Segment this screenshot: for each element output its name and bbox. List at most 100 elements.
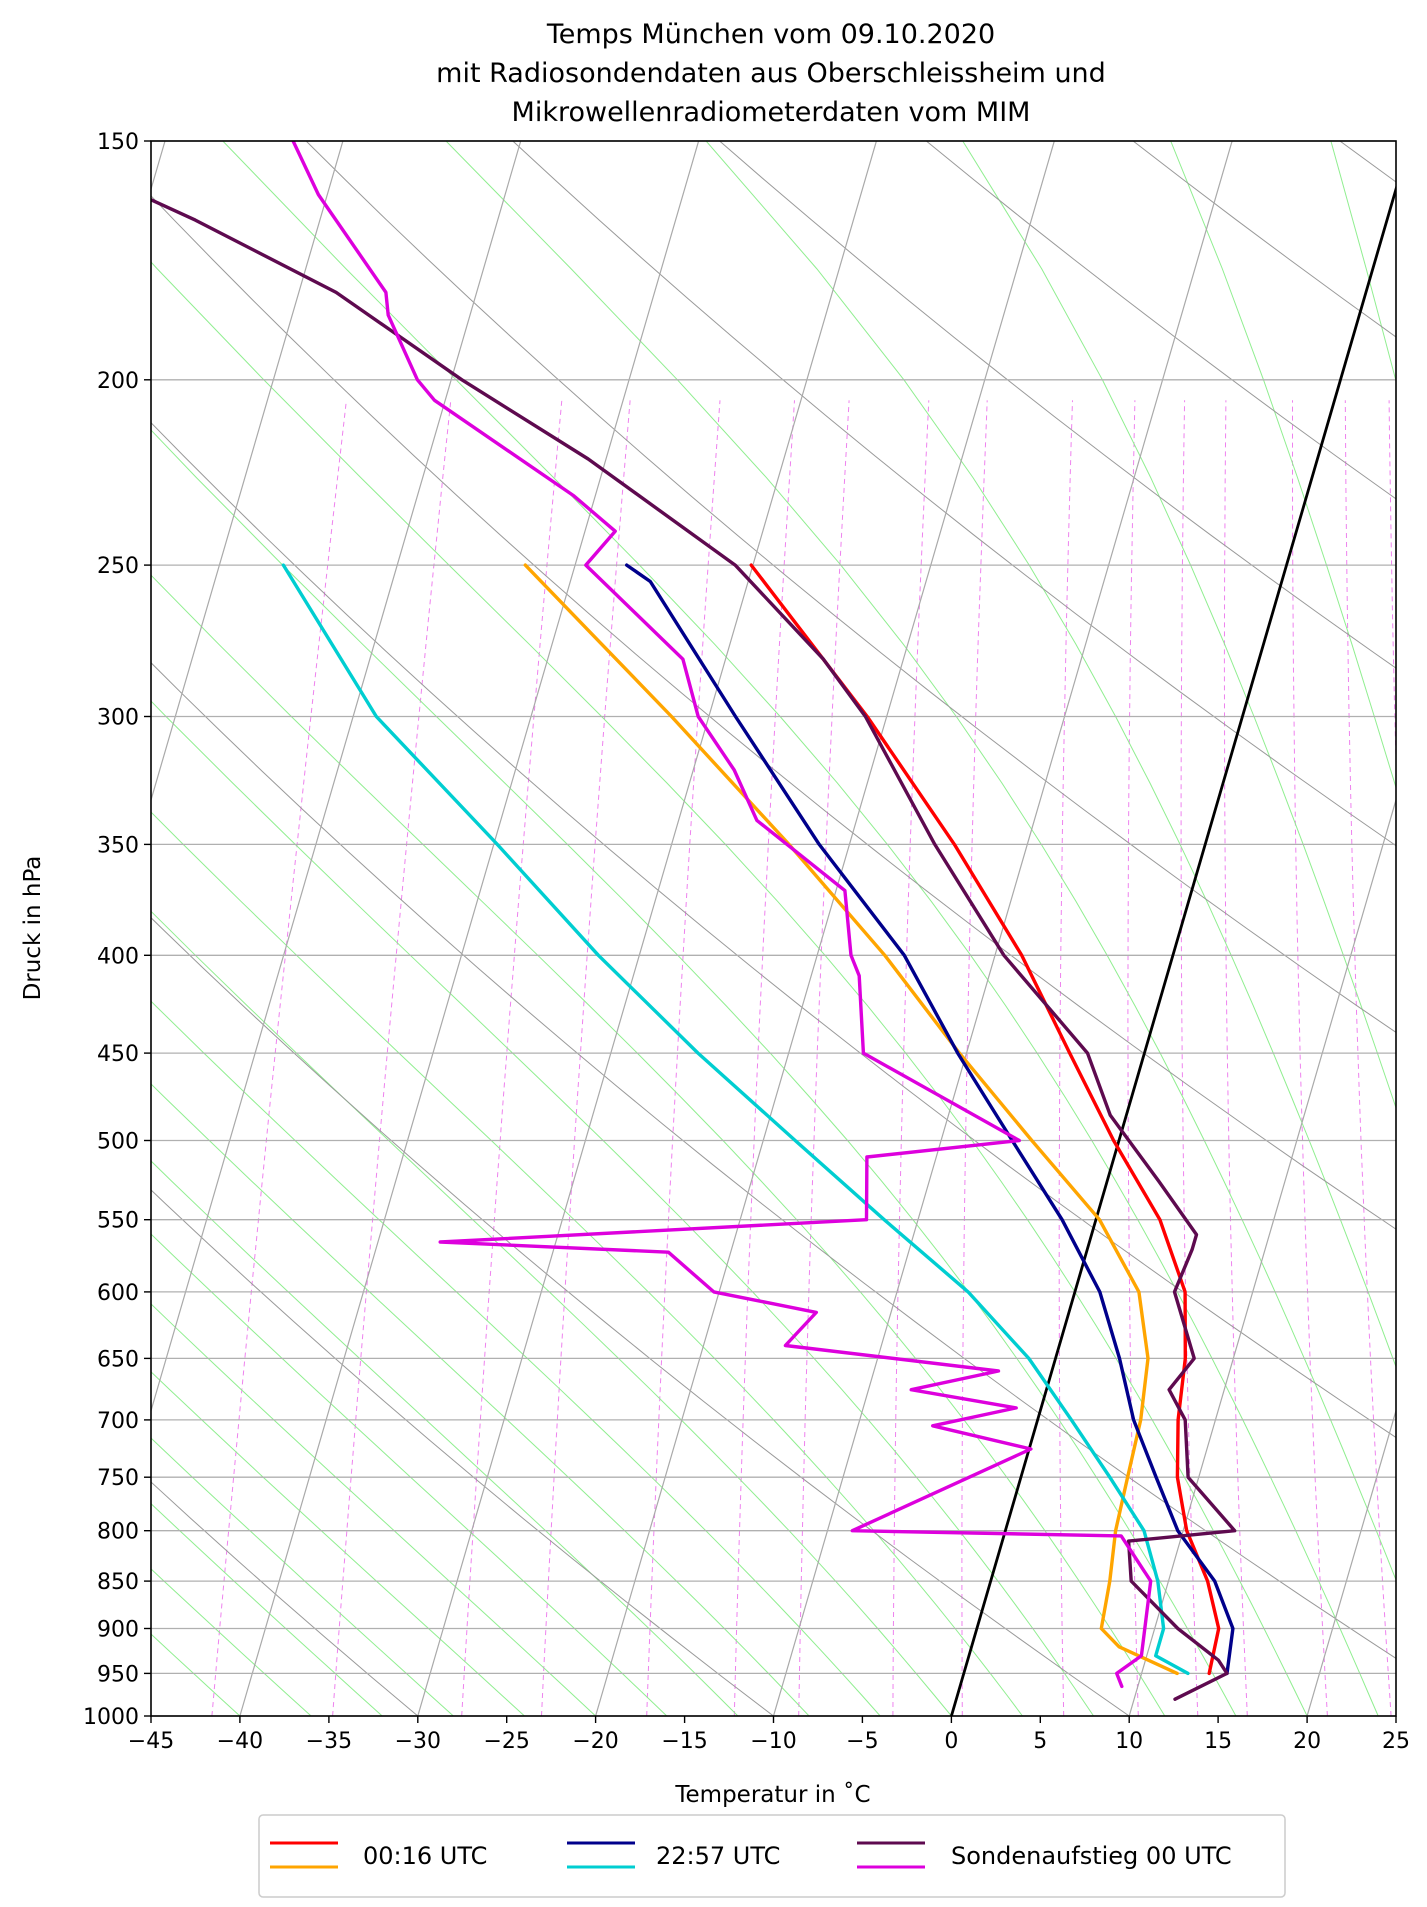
moist-adiabat <box>705 141 1396 1369</box>
moist-adiabat <box>151 1371 525 1716</box>
y-tick-label: 800 <box>97 1520 139 1545</box>
mixing-ratio-line <box>461 400 563 1716</box>
x-tick-label: −15 <box>661 1729 707 1754</box>
isotherm-line <box>151 141 522 1413</box>
legend-label-00-16-utc: 00:16 UTC <box>363 1842 487 1870</box>
x-tick-label: 15 <box>1204 1729 1232 1754</box>
isotherm-line <box>151 141 344 803</box>
y-tick-label: 550 <box>97 1209 139 1234</box>
legend-label-sondenaufstieg: Sondenaufstieg 00 UTC <box>951 1842 1232 1870</box>
dry-adiabat <box>305 141 1396 1033</box>
moist-adiabat <box>962 141 1396 1110</box>
dry-adiabat <box>151 917 1130 1716</box>
mixing-ratio-line <box>892 400 930 1716</box>
legend: 00:16 UTC 22:57 UTC Sondenaufstieg 00 UT… <box>258 1814 1286 1898</box>
dry-adiabat <box>151 1189 774 1716</box>
y-tick-label: 650 <box>97 1347 139 1372</box>
mixing-ratio-line <box>646 400 721 1716</box>
mixing-ratio-line <box>1223 400 1248 1716</box>
legend-entry-00-16-utc: 00:16 UTC <box>270 1841 487 1870</box>
series-line-4 <box>281 563 1190 1676</box>
y-tick-label: 400 <box>97 944 139 969</box>
y-tick-label: 250 <box>97 554 139 579</box>
isotherm-line <box>0 84 4 1757</box>
mixing-ratio-line <box>1058 400 1073 1716</box>
dry-adiabat <box>151 421 1396 1439</box>
mixing-ratio-line <box>733 400 795 1716</box>
x-tick-label: −20 <box>572 1729 618 1754</box>
y-tick-label: 900 <box>97 1618 139 1643</box>
mixing-ratio-line <box>1180 400 1199 1716</box>
legend-box <box>258 1814 1286 1898</box>
mixing-ratio-line <box>1388 400 1396 777</box>
series-line-3 <box>625 563 1235 1676</box>
moist-adiabat <box>1330 141 1396 383</box>
y-tick-label: 500 <box>97 1130 139 1155</box>
x-tick-label: 10 <box>1115 1729 1143 1754</box>
legend-entry-sondenaufstieg: Sondenaufstieg 00 UTC <box>857 1841 1232 1870</box>
series-line-6 <box>291 141 1153 1689</box>
moist-adiabat <box>151 1568 312 1716</box>
chart-title-line-1: Temps München vom 09.10.2020 <box>546 19 995 50</box>
x-tick-label: −30 <box>395 1729 441 1754</box>
x-tick-label: −45 <box>128 1729 174 1754</box>
moist-adiabat <box>151 1303 596 1716</box>
moist-adiabat <box>222 141 1379 1716</box>
chart-title-line-3: Mikrowellenradiometerdaten vom MIM <box>512 97 1031 128</box>
x-tick-label: 25 <box>1382 1729 1410 1754</box>
y-tick-label: 1000 <box>83 1705 139 1730</box>
y-tick-label: 450 <box>97 1042 139 1067</box>
moist-adiabat <box>151 1000 881 1716</box>
isotherm-line <box>594 141 1055 1716</box>
moist-adiabat <box>151 1437 454 1716</box>
moist-adiabat <box>151 1233 668 1716</box>
y-tick-label: 300 <box>97 706 139 731</box>
dry-adiabat <box>925 141 1396 500</box>
chart-title-line-2: mit Radiosondendaten aus Oberschleisshei… <box>436 58 1106 89</box>
y-tick-label: 150 <box>97 130 139 155</box>
isotherm-line <box>1128 797 1396 1716</box>
moist-adiabat <box>151 574 1166 1716</box>
mixing-ratio-line <box>541 400 631 1716</box>
moist-adiabat <box>1170 141 1396 790</box>
series-line-5 <box>151 197 1237 1701</box>
y-axis-ticks: 150 200 250 300 350 400 450 500 550 600 650 700 750 8… <box>83 130 151 1730</box>
dry-adiabat <box>151 1481 419 1716</box>
dry-adiabat <box>719 141 1396 669</box>
legend-label-22-57-utc: 22:57 UTC <box>656 1842 780 1870</box>
mixing-ratio-line <box>332 400 452 1716</box>
moist-adiabat <box>151 700 1095 1716</box>
mixing-ratio-line <box>1292 400 1328 1716</box>
dry-adiabat <box>151 195 1396 1230</box>
zero-degree-isotherm <box>950 184 1396 1716</box>
dry-adiabat <box>1339 141 1396 183</box>
x-tick-label: −35 <box>306 1729 352 1754</box>
x-axis-label: Temperatur in ˚C <box>674 1781 870 1808</box>
plot-frame <box>150 140 1397 1717</box>
moist-adiabat <box>151 811 1023 1716</box>
y-tick-label: 350 <box>97 833 139 858</box>
mixing-ratio-line <box>961 400 988 1716</box>
mixing-ratio-line <box>1344 400 1392 1716</box>
x-tick-label: 0 <box>944 1729 958 1754</box>
moist-adiabat <box>151 429 1237 1716</box>
mixing-ratio-line <box>1127 400 1139 1716</box>
y-tick-label: 850 <box>97 1570 139 1595</box>
moist-adiabat <box>445 141 1396 1582</box>
x-tick-label: −25 <box>483 1729 529 1754</box>
y-axis-label: Druck in hPa <box>20 856 46 1001</box>
series-line-1 <box>749 563 1221 1676</box>
y-tick-label: 600 <box>97 1281 139 1306</box>
y-tick-label: 750 <box>97 1466 139 1491</box>
reference-isotherm <box>950 184 1396 1716</box>
mixing-ratio-line <box>211 400 347 1716</box>
dry-adiabat <box>151 662 1396 1660</box>
isotherm-line <box>417 141 878 1716</box>
x-tick-label: −5 <box>846 1729 878 1754</box>
y-tick-label: 700 <box>97 1409 139 1434</box>
isotherm-line <box>772 141 1233 1716</box>
dry-adiabat <box>512 141 1396 847</box>
isotherm-line <box>239 141 700 1716</box>
mixing-ratio-line <box>798 400 850 1716</box>
